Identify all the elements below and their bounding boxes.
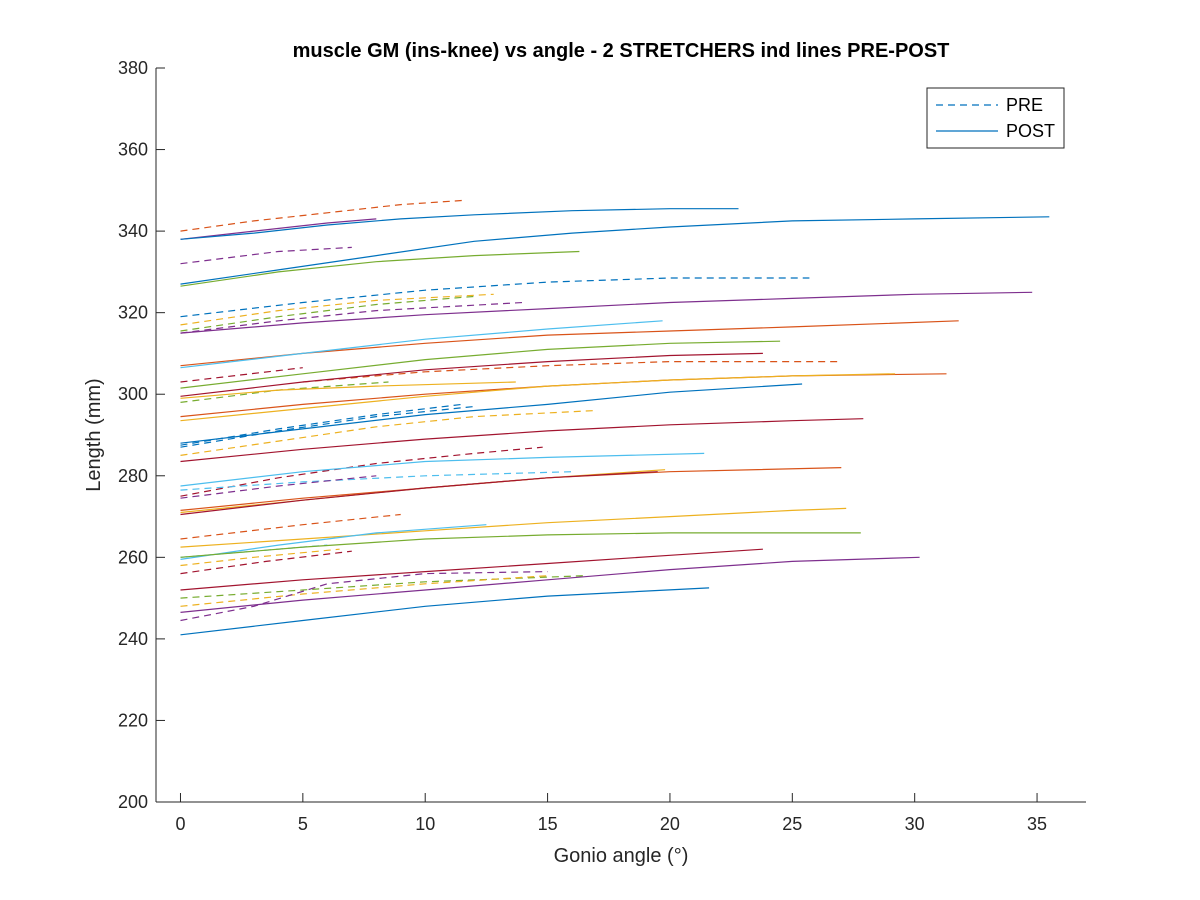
legend-post-label: POST (1006, 121, 1055, 141)
series-line-post-41 (180, 524, 487, 560)
series-line-pre-3 (180, 293, 494, 326)
x-ticks: 0 5 10 15 20 25 30 35 (175, 793, 1047, 834)
series-line-post-44 (180, 556, 920, 613)
axes-background (156, 68, 1086, 802)
y-tick-label: 200 (118, 792, 148, 812)
series-line-post-40 (180, 507, 847, 548)
x-tick-label: 20 (660, 814, 680, 834)
series-line-pre-12 (180, 446, 543, 497)
y-tick-label: 360 (118, 140, 148, 160)
series-line-pre-17 (180, 548, 340, 567)
series-line-pre-16 (180, 550, 352, 575)
series-line-post-36 (180, 452, 705, 487)
series-line-post-39 (180, 471, 658, 516)
series-line-post-43 (180, 548, 763, 591)
series-line-pre-4 (180, 295, 475, 332)
y-tick-label: 240 (118, 629, 148, 649)
series-line-post-26 (180, 291, 1033, 334)
series-line-pre-11 (180, 405, 475, 448)
legend: PRE POST (926, 87, 1065, 149)
plot-area: 0 5 10 15 20 25 30 35 200 220 240 260 280 300 320 340 3… (118, 58, 1086, 834)
series-line-post-32 (180, 373, 896, 422)
series-line-pre-6 (180, 367, 303, 383)
x-tick-label: 30 (905, 814, 925, 834)
series-line-post-34 (180, 383, 803, 444)
x-tick-label: 10 (415, 814, 435, 834)
y-tick-label: 220 (118, 710, 148, 730)
series-line-pre-1 (180, 246, 352, 265)
series-line-post-35 (180, 418, 864, 463)
legend-pre-label: PRE (1006, 95, 1043, 115)
x-tick-label: 15 (538, 814, 558, 834)
x-tick-label: 35 (1027, 814, 1047, 834)
series-line-pre-20 (180, 575, 548, 607)
legend-box (926, 87, 1065, 149)
chart-title: muscle GM (ins-knee) vs angle - 2 STRETC… (293, 40, 950, 62)
series-line-post-22 (180, 218, 377, 240)
y-tick-label: 280 (118, 466, 148, 486)
series-line-pre-21 (180, 571, 548, 622)
y-tick-label: 380 (118, 58, 148, 78)
y-tick-label: 300 (118, 384, 148, 404)
x-tick-label: 25 (782, 814, 802, 834)
y-tick-label: 340 (118, 221, 148, 241)
series-line-post-25 (180, 250, 580, 287)
series-line-pre-15 (180, 513, 401, 540)
series-line-pre-13 (180, 471, 573, 491)
series-line-pre-10 (180, 409, 597, 456)
series-line-post-30 (180, 352, 763, 397)
series-line-post-42 (180, 532, 861, 558)
series-line-post-23 (180, 208, 739, 240)
series-line-pre-7 (302, 361, 842, 383)
series-line-pre-2 (180, 277, 810, 318)
series-line-pre-14 (180, 475, 377, 499)
series-line-post-33 (180, 381, 516, 399)
series-line-post-45 (180, 587, 710, 636)
y-tick-label: 260 (118, 547, 148, 567)
series-line-post-28 (180, 320, 663, 369)
y-axis-label: Length (mm) (83, 378, 105, 491)
y-ticks: 200 220 240 260 280 300 320 340 360 380 (118, 58, 165, 812)
y-tick-label: 320 (118, 303, 148, 323)
series-line-post-29 (180, 340, 781, 389)
series-line-post-24 (180, 216, 1050, 285)
x-tick-label: 0 (175, 814, 185, 834)
x-axis-label: Gonio angle (°) (554, 845, 689, 867)
series-layer (180, 199, 1050, 636)
series-line-pre-5 (180, 301, 524, 334)
x-tick-label: 5 (298, 814, 308, 834)
series-line-pre-0 (180, 199, 462, 232)
